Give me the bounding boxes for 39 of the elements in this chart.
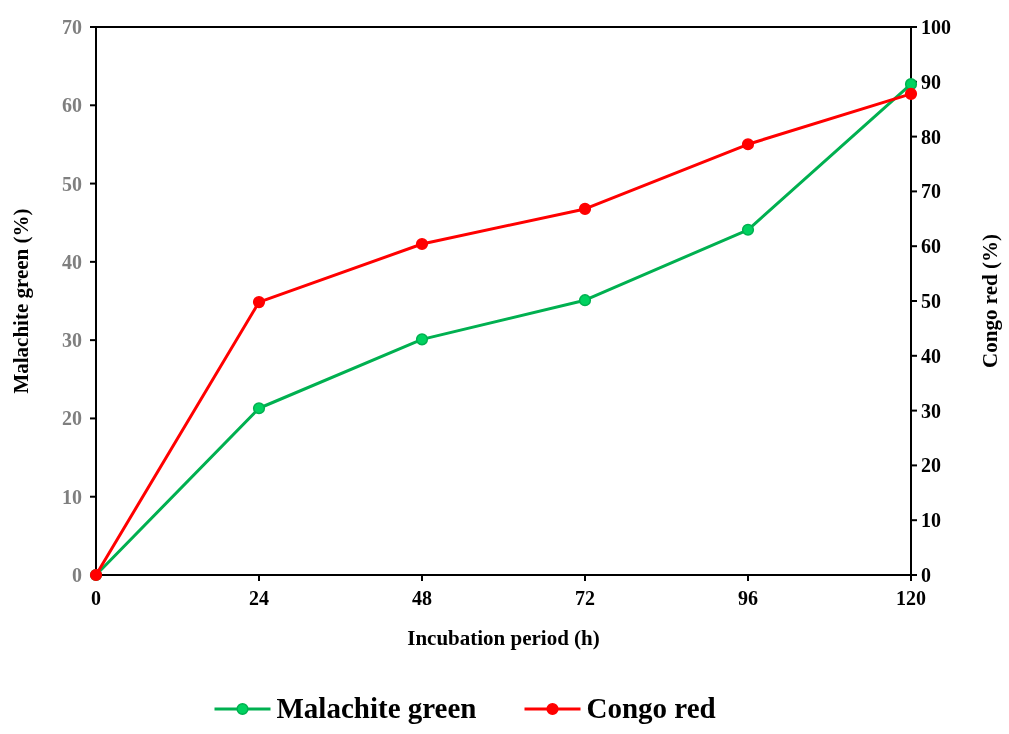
- y-axis-title: Malachite green (%): [9, 208, 33, 394]
- y2-axis-title: Congo red (%): [978, 234, 1002, 368]
- point: [904, 87, 918, 100]
- point: [415, 333, 429, 346]
- y-tick-label: 40: [62, 250, 82, 273]
- point: [578, 294, 592, 307]
- point: [578, 202, 592, 216]
- x-tick-label: 120: [896, 587, 926, 609]
- y-tick-label: 0: [72, 564, 82, 586]
- y2-tick-label: 0: [921, 564, 931, 586]
- legend-label: Congo red: [586, 692, 716, 724]
- y2-tick-label: 90: [921, 70, 941, 93]
- legend-label: Malachite green: [276, 692, 477, 724]
- y2-tick-label: 100: [921, 16, 951, 38]
- y-tick-label: 20: [62, 407, 82, 430]
- y2-tick-label: 20: [921, 454, 941, 477]
- x-tick-label: 72: [575, 587, 595, 609]
- x-tick-label: 24: [249, 587, 269, 609]
- point: [415, 237, 429, 251]
- y2-tick-label: 60: [921, 235, 941, 258]
- x-tick-label: 0: [91, 587, 101, 609]
- y-tick-label: 10: [62, 485, 82, 508]
- point: [252, 296, 266, 309]
- y2-tick-label: 10: [921, 509, 941, 532]
- x-axis-title: Incubation period (h): [407, 626, 600, 650]
- y-tick-label: 50: [62, 172, 82, 195]
- y2-tick-label: 50: [921, 290, 941, 312]
- point: [252, 402, 266, 415]
- y2-tick-label: 40: [921, 344, 941, 367]
- point: [741, 223, 755, 236]
- point: [741, 138, 755, 151]
- y2-tick-label: 30: [921, 399, 941, 422]
- x-tick-label: 96: [738, 587, 758, 609]
- y-tick-label: 60: [62, 94, 82, 117]
- x-tick-label: 48: [412, 587, 432, 609]
- y-tick-label: 30: [62, 329, 82, 352]
- y2-tick-label: 80: [921, 125, 941, 148]
- y-tick-label: 70: [62, 16, 82, 38]
- y2-tick-label: 70: [921, 180, 941, 203]
